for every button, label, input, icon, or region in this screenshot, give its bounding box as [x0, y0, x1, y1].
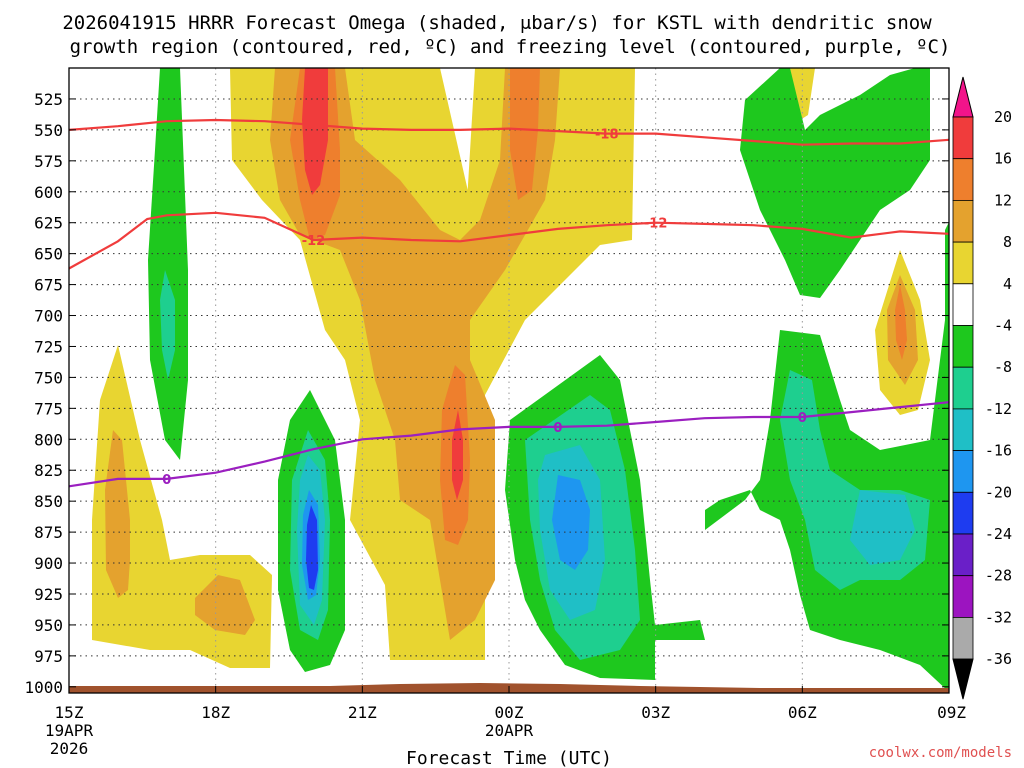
y-tick-label-975: 975: [34, 647, 63, 666]
colorbar-label-10: -24: [985, 525, 1012, 543]
colorbar-label-1: 16: [994, 150, 1012, 168]
y-tick-label-775: 775: [34, 399, 63, 418]
y-tick-label-675: 675: [34, 276, 63, 295]
x-tick-label-18Z: 18Z: [201, 703, 230, 722]
colorbar-swatch-12: [952, 575, 974, 618]
temperature-contours: -18 -12 -12 0 0 0: [68, 118, 950, 488]
y-tick-label-625: 625: [34, 214, 63, 233]
chart-title-line1: 2026041915 HRRR Forecast Omega (shaded, …: [62, 12, 932, 34]
y-tick-label-725: 725: [34, 337, 63, 356]
plot-area: -18 -12 -12 0 0 0: [68, 67, 950, 694]
credit-text: coolwx.com/models: [869, 745, 1012, 761]
colorbar-swatch-11: [952, 533, 974, 577]
y-tick-label-550: 550: [34, 121, 63, 140]
colorbar-label-5: -4: [994, 317, 1012, 335]
y-tick-label-650: 650: [34, 245, 63, 264]
colorbar-label-7: -12: [985, 400, 1012, 418]
x-tick-label-06Z: 06Z: [788, 703, 817, 722]
shading-red: [302, 68, 463, 500]
colorbar-swatch-5: [952, 283, 974, 326]
colorbar-swatch-2: [952, 158, 974, 201]
colorbar-swatch-3: [952, 199, 974, 243]
x-tick-label-00Z: 00Z: [495, 703, 524, 722]
y-tick-label-600: 600: [34, 183, 63, 202]
contour-label-2-2: 0: [798, 411, 807, 426]
contour-line-0: [68, 118, 950, 146]
x-tick-label-15Z: 15Z: [55, 703, 84, 722]
colorbar-label-11: -28: [985, 567, 1012, 585]
x-tick-label-09Z: 09Z: [937, 703, 966, 722]
contour-label-0-0: -18: [595, 128, 619, 143]
colorbar-label-2: 12: [994, 191, 1012, 209]
y-tick-label-800: 800: [34, 430, 63, 449]
colorbar-swatch-6: [952, 325, 974, 368]
x-tick-label-03Z: 03Z: [641, 703, 670, 722]
shading-deep-blue: [306, 505, 318, 590]
y-tick-label-925: 925: [34, 585, 63, 604]
colorbar-swatch-1: [952, 116, 974, 160]
colorbar-bottom-arrow: [952, 658, 974, 700]
colorbar-label-12: -32: [985, 608, 1012, 626]
y-tick-label-900: 900: [34, 554, 63, 573]
colorbar-label-3: 8: [1003, 233, 1012, 251]
y-axis: 525 550 575 600 625 650 675 700 725 750 775 800 825 8…: [24, 90, 949, 697]
colorbar: 20 16 12 8 4 -4 -8 -12 -16 -20 -24 -28 -32 -36: [952, 76, 1012, 700]
x-tick-year-15Z: 2026: [50, 739, 89, 758]
y-tick-label-950: 950: [34, 616, 63, 635]
y-tick-label-525: 525: [34, 90, 63, 109]
colorbar-swatch-13: [952, 617, 974, 660]
x-axis-label: Forecast Time (UTC): [406, 748, 612, 768]
contour-label-2-0: 0: [162, 473, 171, 488]
colorbar-top-arrow: [952, 76, 974, 118]
colorbar-label-8: -16: [985, 442, 1012, 460]
contour-line-2: [68, 401, 950, 488]
colorbar-swatch-7: [952, 366, 974, 410]
chart-title-line2: growth region (contoured, red, ºC) and f…: [70, 36, 951, 58]
grid-lines: [69, 68, 949, 693]
colorbar-label-13: -36: [985, 650, 1012, 668]
y-tick-label-825: 825: [34, 461, 63, 480]
y-tick-label-875: 875: [34, 523, 63, 542]
colorbar-label-4: 4: [1003, 275, 1012, 293]
contour-label-1-0: -12: [302, 234, 326, 249]
y-tick-label-575: 575: [34, 152, 63, 171]
colorbar-swatch-10: [952, 491, 974, 535]
colorbar-label-9: -20: [985, 483, 1012, 501]
y-tick-label-750: 750: [34, 368, 63, 387]
x-tick-label-21Z: 21Z: [348, 703, 377, 722]
colorbar-label-6: -8: [994, 358, 1012, 376]
x-tick-sublabel-15Z: 19APR: [45, 721, 94, 740]
y-tick-label-850: 850: [34, 492, 63, 511]
colorbar-swatch-4: [952, 241, 974, 285]
contour-label-2-1: 0: [553, 421, 562, 436]
colorbar-swatch-8: [952, 408, 974, 451]
colorbar-label-0: 20: [994, 108, 1012, 126]
y-tick-label-1000: 1000: [24, 678, 63, 697]
contour-line-1: [68, 211, 950, 270]
contour-label-1-1: -12: [644, 217, 668, 232]
y-tick-label-700: 700: [34, 307, 63, 326]
colorbar-swatch-9: [952, 450, 974, 493]
x-tick-sublabel-00Z: 20APR: [485, 721, 534, 740]
